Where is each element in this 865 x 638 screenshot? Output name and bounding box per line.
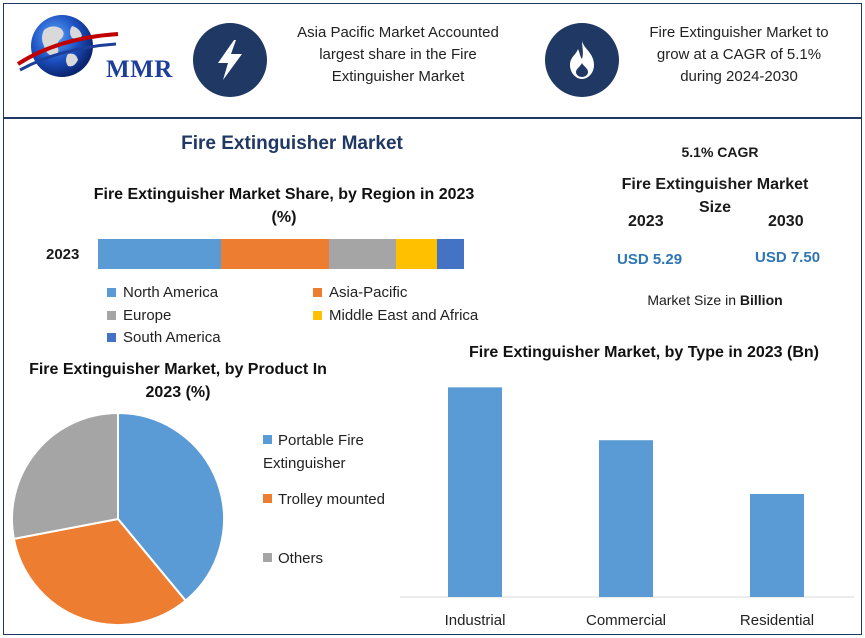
legend-trolley: Trolley mounted xyxy=(263,488,385,511)
year-2023-label: 2023 xyxy=(628,213,664,230)
stack-segment-europe xyxy=(328,239,397,269)
logo-text: MMR xyxy=(106,56,173,83)
legend-asia-pacific: Asia-Pacific xyxy=(313,284,407,301)
product-chart-title: Fire Extinguisher Market, by Product In … xyxy=(29,361,327,401)
stack-segment-asia-pacific xyxy=(220,239,329,269)
type-chart-title: Fire Extinguisher Market, by Type in 202… xyxy=(468,344,819,361)
market-size-title: Fire Extinguisher Market Size xyxy=(621,176,809,216)
legend-europe: Europe xyxy=(107,307,171,324)
frame xyxy=(3,3,862,635)
market-value-2023: USD 5.29 xyxy=(617,251,683,268)
legend-middle-east-africa: Middle East and Africa xyxy=(313,307,478,324)
stack-segment-middle-east-and-africa xyxy=(396,239,438,269)
page-title: Fire Extinguisher Market xyxy=(181,133,403,154)
pie-slice-others xyxy=(11,411,119,541)
x-tick-label-residential: Residential xyxy=(740,612,814,629)
header-divider xyxy=(4,117,861,119)
bar-residential xyxy=(750,493,804,597)
region-bar-category-label: 2023 xyxy=(46,246,80,263)
globe-icon xyxy=(16,15,119,77)
region-stacked-bar xyxy=(98,239,464,269)
highlight-text-1: Asia Pacific Market Accounted largest sh… xyxy=(297,24,499,85)
flame-icon xyxy=(545,23,619,97)
market-value-2030: USD 7.50 xyxy=(755,249,821,266)
legend-others: Others xyxy=(263,547,323,570)
legend-portable: Portable Fire Extinguisher xyxy=(263,432,364,472)
x-tick-label-industrial: Industrial xyxy=(445,612,506,629)
stack-segment-south-america xyxy=(437,239,464,269)
bar-commercial xyxy=(599,440,653,597)
mmr-logo: MMR xyxy=(14,12,184,84)
stack-segment-north-america xyxy=(98,239,221,269)
region-chart-title: Fire Extinguisher Market Share, by Regio… xyxy=(93,186,475,226)
year-2030-label: 2030 xyxy=(768,213,804,230)
legend-north-america: North America xyxy=(107,284,218,301)
lightning-icon xyxy=(193,23,267,97)
x-tick-label-commercial: Commercial xyxy=(586,612,666,629)
bar-industrial xyxy=(448,387,502,597)
market-size-unit-note: Market Size in Billion xyxy=(620,292,810,308)
unit-prefix: Market Size in xyxy=(647,292,737,308)
cagr-label: 5.1% CAGR xyxy=(681,144,759,160)
pie-slice-portable-fire-extinguisher xyxy=(117,411,225,603)
legend-south-america: South America xyxy=(107,329,221,346)
pie-slice-trolley-mounted xyxy=(12,517,187,626)
unit-bold: Billion xyxy=(739,292,783,308)
highlight-text-2: Fire Extinguisher Market to grow at a CA… xyxy=(649,24,829,85)
